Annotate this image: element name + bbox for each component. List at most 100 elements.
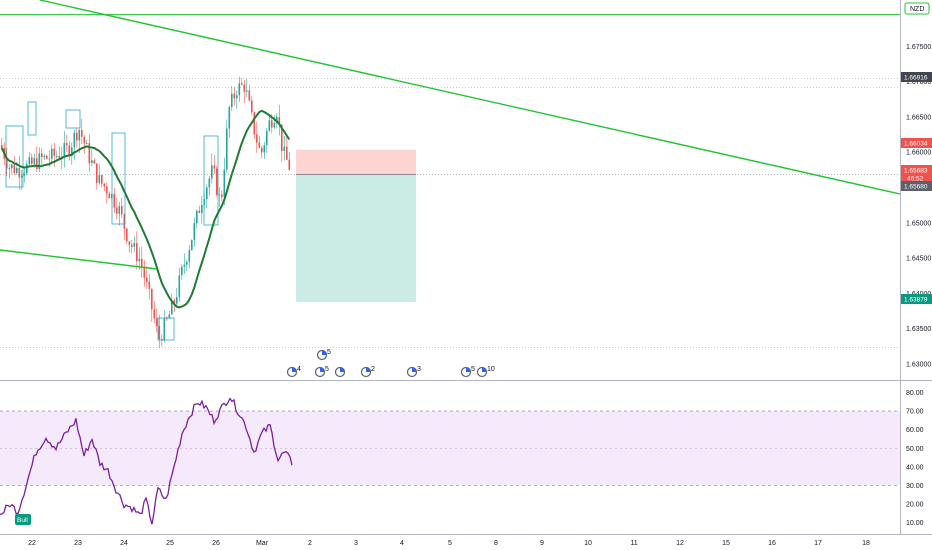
price-tag-bg bbox=[901, 294, 932, 304]
highlight-box[interactable] bbox=[27, 101, 37, 136]
event-icon-wedge bbox=[466, 367, 471, 372]
rsi-tick-label: 40.00 bbox=[906, 464, 924, 471]
candle-body bbox=[123, 214, 126, 229]
price-tag-countdown: 46:52 bbox=[907, 176, 924, 183]
candle-body bbox=[136, 242, 138, 262]
price-tag-value: 1.65683 bbox=[904, 168, 928, 175]
highlight-box[interactable] bbox=[111, 132, 126, 225]
candle-body bbox=[178, 275, 181, 298]
candle-body bbox=[31, 157, 33, 164]
candle-body bbox=[151, 288, 153, 310]
candle-body bbox=[13, 164, 16, 173]
rsi-tick-label: 10.00 bbox=[906, 520, 924, 527]
candle-body bbox=[271, 120, 273, 128]
candle-body bbox=[66, 142, 68, 146]
event-marker[interactable]: 5 bbox=[316, 349, 332, 361]
bull-badge[interactable]: Bull bbox=[15, 514, 31, 525]
candle-body bbox=[118, 206, 121, 214]
price-tag[interactable]: 1.66916 bbox=[901, 72, 932, 82]
event-marker[interactable]: 2 bbox=[360, 366, 376, 378]
candle-body bbox=[166, 318, 168, 320]
candle-body bbox=[201, 204, 203, 213]
candle-body bbox=[218, 194, 221, 196]
event-icon-wedge bbox=[292, 367, 297, 372]
event-count: 5 bbox=[325, 366, 329, 373]
trendlines bbox=[0, 0, 901, 270]
candle-body bbox=[113, 194, 116, 208]
grid bbox=[0, 78, 900, 348]
candle-body bbox=[223, 169, 226, 198]
price-tick-label: 1.65000 bbox=[906, 220, 931, 227]
candle-body bbox=[138, 258, 141, 262]
event-count: 10 bbox=[487, 366, 495, 373]
event-icon-wedge bbox=[322, 350, 327, 355]
candle-body bbox=[251, 100, 253, 113]
time-tick-label: 22 bbox=[28, 540, 36, 547]
rsi-tick-label: 50.00 bbox=[906, 446, 924, 453]
price-tag-value: 1.66034 bbox=[904, 141, 928, 148]
price-tag-bg bbox=[901, 165, 932, 183]
event-count: 4 bbox=[297, 366, 301, 373]
candle-body bbox=[211, 165, 213, 179]
candle-body bbox=[146, 277, 148, 282]
candle-body bbox=[36, 158, 38, 170]
candle-body bbox=[38, 153, 41, 170]
price-pane[interactable] bbox=[0, 0, 900, 380]
time-tick-label: 15 bbox=[722, 540, 730, 547]
event-icon-wedge bbox=[320, 367, 325, 372]
highlight-box[interactable] bbox=[157, 317, 175, 341]
candle-body bbox=[261, 147, 263, 153]
price-tag[interactable]: 1.66034 bbox=[901, 138, 932, 148]
candle-body bbox=[233, 93, 236, 99]
event-marker[interactable]: 4 bbox=[286, 366, 302, 378]
price-tag-bg bbox=[901, 181, 932, 191]
candle-body bbox=[183, 264, 186, 267]
candles bbox=[1, 76, 291, 349]
time-tick-label: 2 bbox=[308, 540, 312, 547]
candle-body bbox=[8, 168, 11, 169]
candle-body bbox=[81, 129, 83, 137]
currency-badge[interactable]: NZD bbox=[904, 2, 930, 15]
event-count: 5 bbox=[471, 366, 475, 373]
candle-body bbox=[266, 130, 268, 146]
price-tag[interactable]: 1.63879 bbox=[901, 294, 932, 304]
event-marker[interactable]: 10 bbox=[476, 366, 495, 378]
rsi-tick-label: 20.00 bbox=[906, 502, 924, 509]
time-tick-label: 24 bbox=[120, 540, 128, 547]
descending-trendline[interactable] bbox=[39, 0, 901, 195]
time-axis: 22 23 24 25 26 Mar 2 3 4 5 8 9 10 11 12 15 16 17 18 bbox=[28, 540, 870, 547]
candle-body bbox=[28, 157, 31, 164]
price-tag[interactable]: 1.65680 bbox=[901, 181, 932, 191]
bull-badge-text: Bull bbox=[17, 517, 28, 524]
moving-average-line[interactable] bbox=[0, 109, 291, 309]
candle-body bbox=[48, 158, 51, 160]
candle-body bbox=[71, 147, 73, 156]
event-marker[interactable] bbox=[334, 366, 346, 378]
highlight-box[interactable] bbox=[65, 109, 81, 129]
candle-body bbox=[51, 148, 53, 159]
event-marker[interactable]: 3 bbox=[406, 366, 422, 378]
candle-body bbox=[248, 90, 251, 101]
candle-body bbox=[188, 250, 191, 262]
take-profit-zone[interactable] bbox=[296, 174, 416, 302]
rsi-line[interactable] bbox=[0, 397, 293, 525]
candle-body bbox=[158, 325, 161, 340]
stop-loss-zone[interactable] bbox=[296, 149, 416, 175]
candle-body bbox=[273, 123, 276, 128]
event-marker[interactable]: 5 bbox=[314, 366, 330, 378]
candle-body bbox=[41, 153, 43, 158]
time-tick-label: 16 bbox=[768, 540, 776, 547]
time-tick-label: 11 bbox=[630, 540, 637, 547]
lower-trendline[interactable] bbox=[0, 249, 158, 270]
candle-body bbox=[186, 261, 188, 265]
event-marker[interactable]: 5 bbox=[460, 366, 476, 378]
candle-body bbox=[103, 183, 106, 187]
rsi-tick-label: 70.00 bbox=[906, 409, 924, 416]
highlight-box[interactable] bbox=[203, 135, 219, 226]
candle-body bbox=[286, 146, 288, 160]
candle-body bbox=[228, 107, 231, 129]
short-position-tool[interactable] bbox=[296, 149, 416, 302]
event-icon-wedge bbox=[482, 367, 487, 372]
